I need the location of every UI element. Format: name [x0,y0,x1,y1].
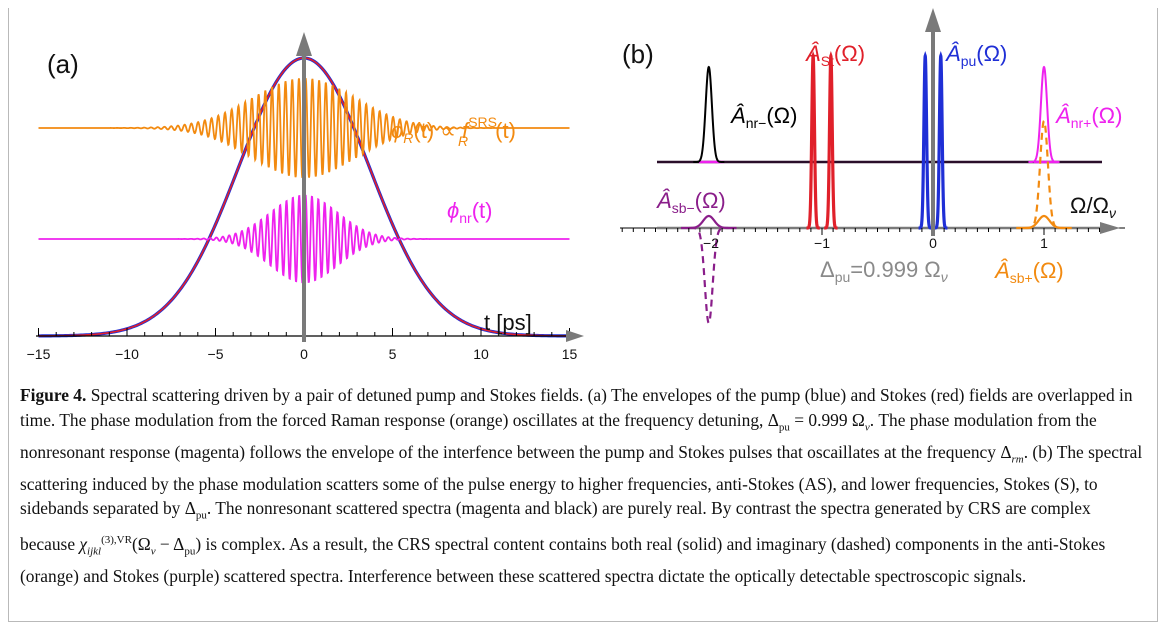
frequency-axis-label: Ω/Ων [1070,193,1116,221]
time-tick-label: 10 [473,346,489,362]
figure-frame [8,8,1158,622]
time-tick-label: 0 [300,346,308,362]
time-tick-label: 5 [389,346,397,362]
panel-a-label: (a) [47,49,79,79]
panel-a: (a) −15 −10 −5 0 5 10 15 ϕR(t) ∝ fSRS R (t) ϕnr(… [27,32,584,362]
time-tick-label: −15 [27,346,51,362]
label-stokes-spectrum: ÂSt(Ω) [805,41,865,69]
time-tick-label: −5 [208,346,224,362]
frequency-axis-arrowhead [1100,222,1120,234]
frequency-tick-label: 1 [1040,235,1048,251]
vertical-axis-arrowhead [925,8,941,32]
sb-plus-imaginary [1024,119,1064,230]
time-axis-ticks: −15 −10 −5 0 5 10 15 [27,328,578,362]
frequency-tick-label: −2 [703,235,719,251]
stokes-spectrum-peak-1 [806,50,820,230]
label-nr-minus: Ânr−(Ω) [730,103,797,131]
label-sb-minus: Âsb−(Ω) [656,188,726,216]
label-nr-plus: Ânr+(Ω) [1055,103,1122,131]
sb-minus-real [681,214,737,230]
nr-plus-spectrum [1028,65,1060,163]
frequency-axis-ticks: −2 −1 0 1 [621,228,1100,251]
label-pump-spectrum: Âpu(Ω) [945,41,1007,69]
figure-caption: Figure 4. Spectral scattering driven by … [20,385,1143,587]
nr-minus-spectrum [693,65,725,163]
panel-b-curves [681,50,1072,325]
frequency-tick-label: −1 [814,235,830,251]
stokes-spectrum-peak-2 [824,50,838,230]
time-axis-label: t [ps] [484,310,532,335]
label-sb-plus: Âsb+(Ω) [994,258,1064,286]
phi-nr-label: ϕnr(t) [447,198,492,226]
sb-plus-real [1016,214,1072,230]
time-axis-arrowhead [566,330,584,342]
vertical-axis-arrowhead [296,32,312,56]
sb-minus-imaginary [689,226,729,325]
frequency-tick-label: 0 [929,235,937,251]
time-tick-label: −10 [115,346,139,362]
pump-spectrum-peak-2 [934,50,948,230]
figure-label: Figure 4. [20,385,87,405]
detuning-label: Δpu=0.999 Ων [820,257,948,285]
panel-b-label: (b) [622,39,654,69]
panel-b: (b) −2 −1 0 1 ÂSt(Ω) Âpu(Ω) Ânr−(Ω) Ânr+(Ω)… [620,8,1125,325]
time-tick-label: 15 [562,346,578,362]
pump-spectrum-peak-1 [918,50,932,230]
phi-r-label: ϕR(t) ∝ fSRS R (t) [391,114,516,149]
